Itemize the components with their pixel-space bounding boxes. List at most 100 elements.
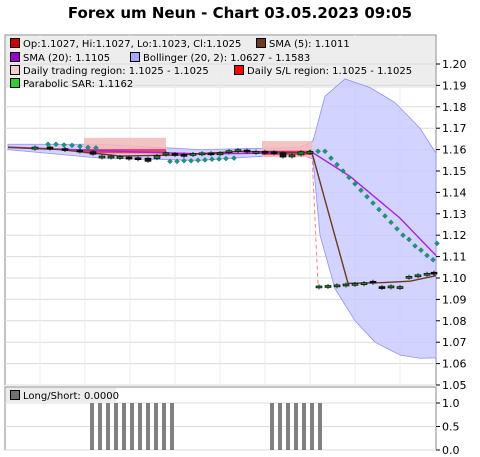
- candle: [396, 286, 404, 289]
- candle: [189, 153, 197, 156]
- candle: [171, 153, 179, 156]
- sar-point: [388, 219, 394, 226]
- candle: [360, 282, 368, 286]
- sar-point: [370, 200, 376, 206]
- y-tick-label: 1.07: [442, 336, 467, 349]
- sar-point: [334, 161, 340, 168]
- legend-label: Bollinger (20, 2): 1.0627 - 1.1583: [143, 53, 311, 64]
- candle: [125, 156, 133, 160]
- legend-swatch: [234, 65, 244, 75]
- y-tick-label: 1.11: [442, 251, 467, 264]
- long-short-bar: [162, 403, 166, 450]
- candle: [306, 151, 314, 154]
- long-short-bar: [146, 403, 150, 450]
- sar-point: [418, 247, 424, 254]
- candle: [225, 150, 233, 153]
- sar-point: [53, 141, 59, 148]
- y-tick-label: 1.13: [442, 208, 467, 221]
- sar-point: [202, 157, 208, 163]
- y-tick-label: 1.17: [442, 122, 467, 135]
- legend-label: Daily S/L region: 1.1025 - 1.1025: [247, 66, 413, 77]
- legend-label: SMA (20): 1.1105: [23, 53, 111, 64]
- candle: [134, 157, 142, 161]
- candle: [61, 148, 69, 151]
- sar-point: [400, 232, 406, 239]
- lower-legend-background: [6, 388, 116, 402]
- y-tick-label: 1.09: [442, 293, 467, 306]
- long-short-bar: [286, 403, 290, 450]
- y-tick-label: 1.16: [442, 144, 467, 157]
- sar-point: [412, 243, 418, 249]
- long-short-bar: [122, 403, 126, 450]
- y-tick-label: 0.0: [442, 444, 460, 457]
- sar-point: [328, 155, 334, 162]
- legend-item: Bollinger (20, 2): 1.0627 - 1.1583: [130, 52, 310, 65]
- chart-title: Forex um Neun - Chart 03.05.2023 09:05: [67, 4, 413, 22]
- candle: [76, 149, 84, 153]
- y-tick-label: 1.12: [442, 229, 467, 242]
- sar-point: [394, 225, 400, 232]
- sar-point: [376, 206, 382, 213]
- legend-item: SMA (5): 1.1011: [256, 38, 350, 51]
- y-tick-label: 1.14: [442, 186, 467, 199]
- legend-swatch: [10, 78, 20, 88]
- candle: [243, 149, 251, 153]
- legend-label: Long/Short: 0.0000: [23, 391, 119, 402]
- long-short-bar: [170, 403, 174, 450]
- sar-point: [434, 240, 440, 247]
- candle: [270, 151, 278, 155]
- candle: [162, 152, 170, 156]
- candle: [252, 151, 260, 154]
- sar-point: [364, 193, 370, 200]
- sar-point: [231, 155, 237, 162]
- sar-point: [188, 157, 194, 164]
- long-short-bar: [114, 403, 118, 450]
- candle: [153, 155, 161, 159]
- long-short-bar: [98, 403, 102, 450]
- y-tick-label: 1.0: [442, 397, 460, 410]
- candle: [369, 280, 377, 284]
- sar-point: [85, 144, 91, 151]
- long-short-bar: [138, 403, 142, 450]
- legend-item: Daily S/L region: 1.1025 - 1.1025: [234, 65, 412, 78]
- gap-line: [311, 153, 319, 285]
- candle: [31, 146, 39, 150]
- sar-point: [352, 180, 358, 187]
- main-plot-layer: 1.05 1.06 1.07 1.08 1.09 1.10 1.11 1.12 1.13 1.14…: [5, 35, 467, 392]
- legend-item: Op:1.1027, Hi:1.1027, Lo:1.1023, Cl:1.10…: [10, 38, 241, 51]
- y-tick-label: 1.15: [442, 165, 467, 178]
- candle: [279, 152, 287, 158]
- long-short-bar: [294, 403, 298, 450]
- long-short-bar: [90, 403, 94, 450]
- sar-point: [424, 252, 430, 259]
- candle: [46, 146, 54, 150]
- sar-point: [346, 174, 352, 181]
- candle: [414, 274, 422, 278]
- legend-label: SMA (5): 1.1011: [269, 39, 350, 50]
- candle: [180, 154, 188, 157]
- sar-point: [315, 148, 321, 155]
- candle: [297, 151, 305, 156]
- y-tick-label: 1.19: [442, 79, 467, 92]
- sar-point: [358, 187, 364, 194]
- candle: [315, 285, 323, 289]
- candle: [324, 285, 332, 288]
- sar-point: [430, 256, 436, 263]
- candle: [261, 151, 269, 154]
- long-short-bar: [278, 403, 282, 450]
- candle: [387, 285, 395, 289]
- sar-point: [322, 148, 328, 155]
- candle: [405, 275, 413, 279]
- sar-point: [340, 168, 346, 174]
- candle: [216, 152, 224, 156]
- y-tick-label: 1.10: [442, 272, 467, 285]
- candle: [98, 155, 106, 159]
- sar-point: [167, 158, 173, 165]
- candle: [144, 157, 152, 162]
- legend-item: Long/Short: 0.0000: [10, 390, 119, 403]
- legend-swatch: [10, 38, 20, 48]
- legend-swatch: [256, 38, 266, 48]
- sar-point: [223, 155, 229, 162]
- legend-label: Op:1.1027, Hi:1.1027, Lo:1.1023, Cl:1.10…: [23, 39, 242, 50]
